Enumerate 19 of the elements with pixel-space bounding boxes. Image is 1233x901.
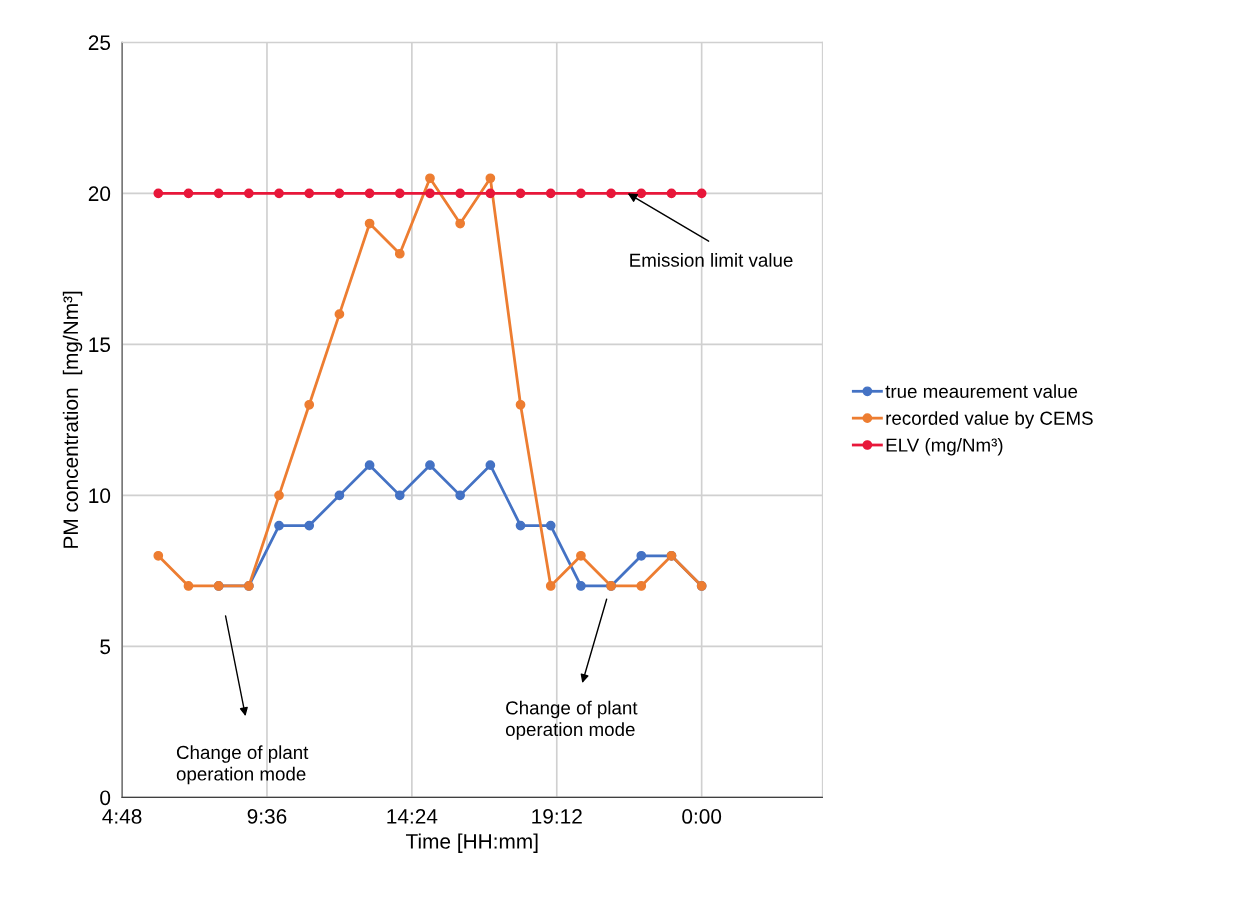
y-tick-label: 25	[88, 35, 111, 51]
x-axis-title: Time [HH:mm]	[405, 833, 538, 853]
annotation: Change of plant operation mode	[176, 745, 309, 785]
y-tick-label: 20	[88, 186, 111, 202]
legend-label: recorded value by CEMS	[886, 411, 1093, 429]
legend-label: true meaurement value	[885, 384, 1078, 399]
x-tick-label: 19:12	[532, 809, 582, 824]
y-tick-label: 0	[100, 790, 111, 806]
y-tick-label: 5	[100, 639, 111, 655]
x-tick-label: 9:36	[247, 809, 287, 824]
legend-label: ELV (mg/Nm³)	[886, 437, 1003, 456]
annotation: Change of plant operation mode	[505, 700, 638, 740]
annotation: Emission limit value	[630, 253, 793, 267]
y-tick-label: 15	[89, 337, 111, 353]
x-tick-label: 0:00	[682, 809, 722, 824]
x-tick-label: 14:24	[387, 809, 438, 824]
y-tick-label: 10	[89, 488, 111, 504]
y-axis-title: PM concentration [mg/Nm³]	[62, 291, 83, 548]
x-tick-label: 4:48	[102, 809, 142, 824]
